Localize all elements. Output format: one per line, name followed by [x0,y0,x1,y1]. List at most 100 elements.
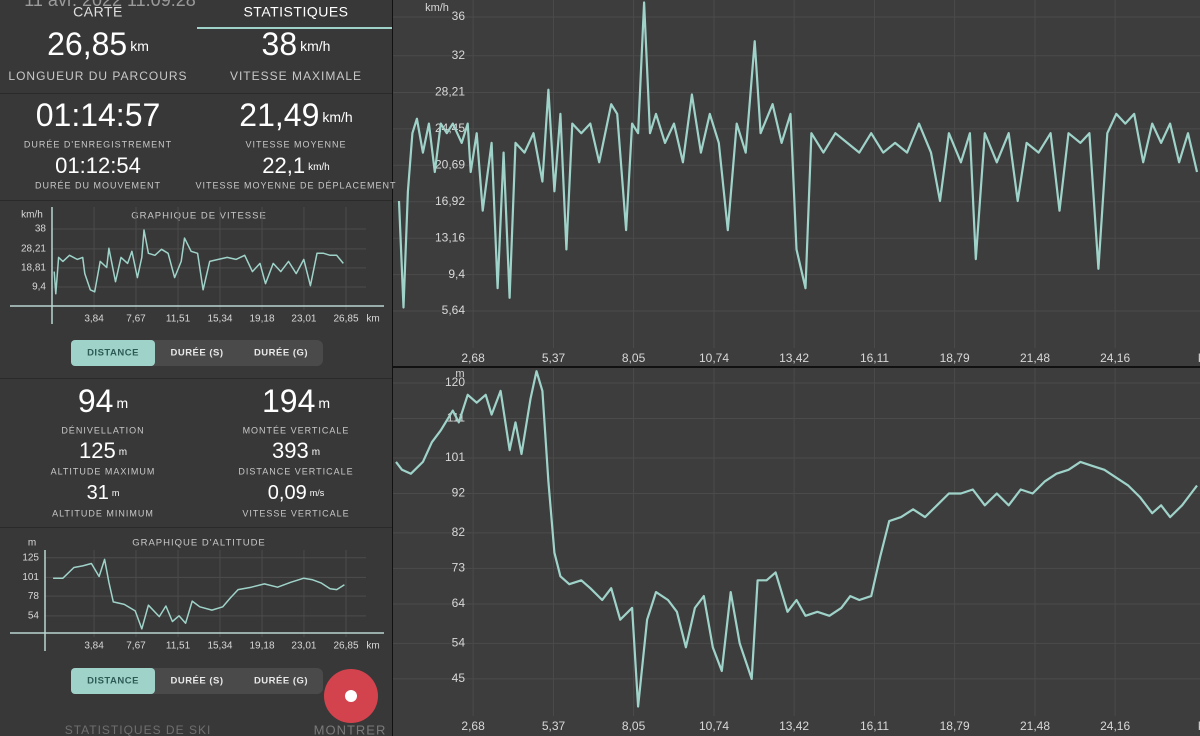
stat-number: 393 [272,438,309,463]
y-tick-label: 54 [452,636,466,650]
stat-value: 26,85 km [47,26,149,62]
x-tick-label: 8,05 [622,719,646,733]
altitude-panel [393,368,1200,736]
speed-panel [393,0,1200,366]
stat-unit: km/h [300,38,330,54]
stat-unit: m [312,447,320,458]
x-tick-label: 13,42 [779,351,809,365]
stat-label: DURÉE D'ENREGISTREMENT [24,139,172,149]
y-tick-label: 28,21 [435,85,465,99]
x-tick-label: 26,85 [333,641,358,652]
stat-label: MONTÉE VERTICALE [243,425,350,435]
divider [0,200,392,201]
data-line [53,229,344,295]
stat-value: 01:12:54 [55,153,141,178]
y-tick-label: 120 [445,375,465,389]
y-tick-label: 45 [452,671,466,685]
button-label[interactable]: DURÉE (S) [170,348,223,359]
stat-label: VITESSE VERTICALE [242,508,349,518]
chart-title: GRAPHIQUE DE VITESSE [131,211,267,222]
x-tick-label: 2,68 [461,351,485,365]
separator [393,366,1200,368]
button-label[interactable]: DURÉE (G) [254,676,308,687]
x-tick-label: 15,34 [207,314,232,325]
stat-number: 125 [79,438,116,463]
x-tick-label: 16,11 [860,719,889,733]
tab-active[interactable]: STATISTIQUES [243,4,348,20]
x-tick-label: 7,67 [126,314,146,325]
stat-unit: m [112,488,120,498]
x-tick-label: 3,84 [84,641,104,652]
x-tick-label: 7,67 [126,641,146,652]
footer-button[interactable]: MONTRER [314,722,387,736]
stat-number: 01:12:54 [55,153,141,178]
x-tick-label: 13,42 [779,719,809,733]
stat-label: VITESSE MAXIMALE [230,69,362,83]
stat-number: 194 [262,383,315,419]
stat-number: 94 [78,383,114,419]
button-label[interactable]: DISTANCE [87,676,139,687]
record-icon [345,690,357,702]
button-label[interactable]: DISTANCE [87,348,139,359]
y-tick-label: 82 [452,525,466,539]
stat-number: 26,85 [47,26,127,62]
y-tick-label: 125 [22,552,39,563]
x-tick-label: 21,48 [1020,719,1050,733]
x-axis-label: km [1198,351,1200,365]
stat-value: 22,1 km/h [262,153,330,178]
x-tick-label: 26,85 [333,314,358,325]
x-tick-label: 23,01 [291,641,316,652]
stat-unit: m [318,395,330,411]
x-tick-label: 19,18 [250,314,275,325]
x-tick-label: 2,68 [461,719,485,733]
stat-number: 22,1 [262,153,305,178]
tab-indicator [197,27,392,29]
y-tick-label: 101 [22,572,39,583]
chart-title: GRAPHIQUE D'ALTITUDE [132,538,266,549]
stat-number: 01:14:57 [36,97,161,133]
y-tick-label: 64 [452,596,466,610]
y-tick-label: 16,92 [435,194,465,208]
y-axis-label: km/h [425,2,449,14]
stat-label: DURÉE DU MOUVEMENT [35,180,161,190]
y-tick-label: 32 [452,48,466,62]
stat-value: 31 m [87,482,120,504]
stat-value: 194 m [262,383,330,419]
y-axis-label: m [28,538,36,549]
divider [0,378,392,379]
stat-number: 0,09 [268,482,307,504]
stat-value: 94 m [78,383,128,419]
x-tick-label: 10,74 [699,351,729,365]
x-tick-label: 15,34 [207,641,232,652]
stat-value: 38 km/h [262,26,331,62]
button-label[interactable]: DURÉE (G) [254,348,308,359]
x-tick-label: 24,16 [1100,351,1130,365]
y-tick-label: 38 [35,224,47,235]
x-tick-label: 11,51 [166,641,191,652]
button-label[interactable]: DURÉE (S) [170,676,223,687]
stat-number: 21,49 [239,97,319,133]
y-tick-label: 5,64 [442,303,466,317]
y-tick-label: 54 [28,610,40,621]
x-tick-label: 16,11 [860,351,889,365]
y-tick-label: 28,21 [21,243,46,254]
y-tick-label: 18,81 [21,263,46,274]
x-axis-label: km [1198,719,1200,733]
y-axis-label: m [455,368,464,380]
stat-value: 01:14:57 [36,97,161,133]
button-selected [71,668,155,694]
divider [0,93,392,94]
footer-label: STATISTIQUES DE SKI [65,723,212,736]
y-tick-label: 92 [452,486,466,500]
y-tick-label: 36 [452,9,466,23]
separator [392,0,393,736]
stat-unit: km/h [322,109,352,125]
y-tick-label: 78 [28,591,40,602]
y-axis-label: km/h [21,210,43,221]
y-tick-label: 13,16 [435,230,465,244]
x-axis-label: km [366,314,379,325]
tab[interactable]: CARTE [73,4,123,20]
x-tick-label: 3,84 [84,314,104,325]
x-tick-label: 11,51 [166,314,191,325]
stat-value: 393 m [272,438,320,463]
